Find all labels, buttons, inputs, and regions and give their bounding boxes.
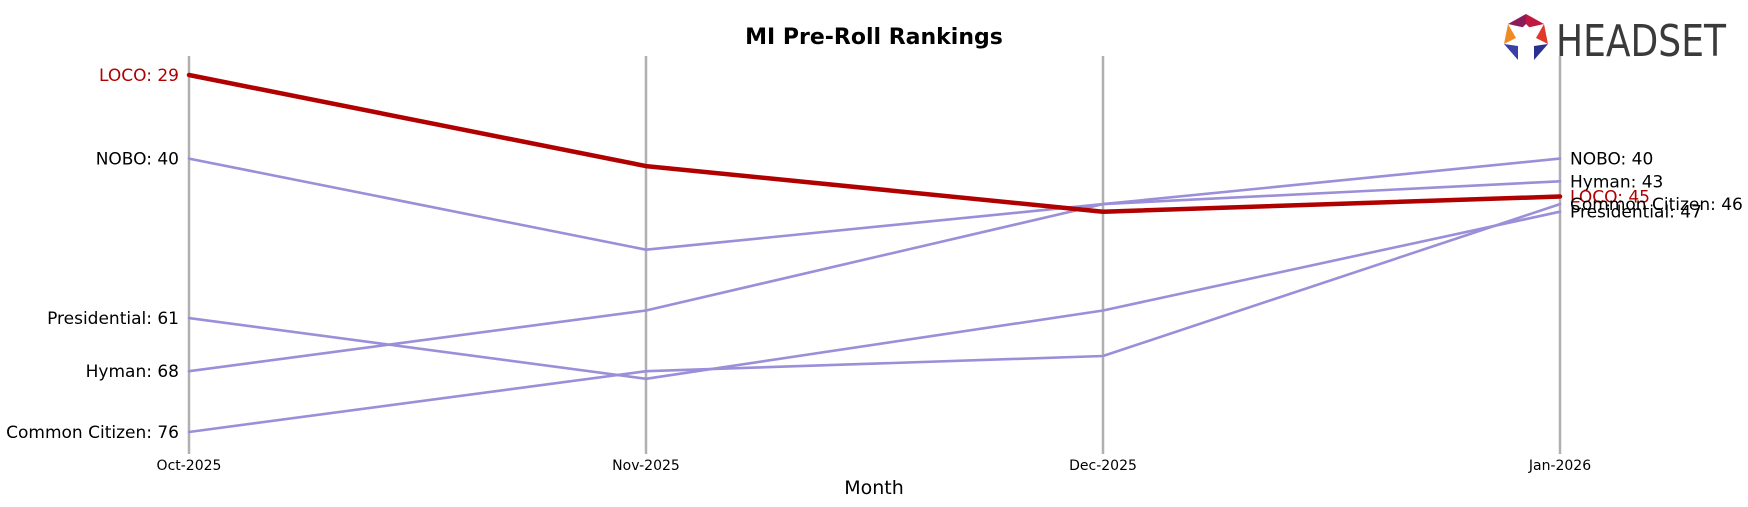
series-lines	[186, 72, 1563, 434]
end-label: Common Citizen: 46	[1570, 195, 1743, 215]
x-tick-label: Jan-2026	[1528, 458, 1591, 474]
start-label: NOBO: 40	[96, 150, 179, 170]
start-label: Common Citizen: 76	[6, 423, 179, 443]
x-axis-label: Month	[844, 477, 904, 499]
series-line-nobo	[187, 157, 1562, 251]
end-label: NOBO: 40	[1570, 150, 1653, 170]
series-line-presidential	[187, 210, 1562, 381]
x-tick-label: Nov-2025	[612, 458, 680, 474]
series-labels: LOCO: 29 NOBO: 40 Presidential: 61 Hyman: 6…	[6, 66, 1743, 443]
x-tick-label: Dec-2025	[1069, 458, 1137, 474]
chart-title: MI Pre-Roll Rankings	[745, 25, 1003, 50]
start-label: Presidential: 61	[47, 309, 179, 329]
x-axis-ticks: Oct-2025 Nov-2025 Dec-2025 Jan-2026	[157, 458, 1592, 474]
x-tick-label: Oct-2025	[157, 458, 222, 474]
headset-logo-text: HEADSET	[1556, 16, 1726, 67]
series-line-loco	[186, 72, 1563, 214]
end-label: Presidential: 47	[1570, 203, 1702, 223]
series-line-hyman	[187, 180, 1562, 373]
end-label: LOCO: 45	[1570, 188, 1650, 208]
grid-lines	[187, 56, 1562, 454]
start-label: Hyman: 68	[86, 362, 179, 382]
headset-logo-icon	[1504, 14, 1548, 60]
end-label: Hyman: 43	[1570, 172, 1663, 192]
series-line-common-citizen	[187, 202, 1562, 434]
headset-logo: HEADSET	[1504, 14, 1726, 67]
start-label: LOCO: 29	[99, 66, 179, 86]
